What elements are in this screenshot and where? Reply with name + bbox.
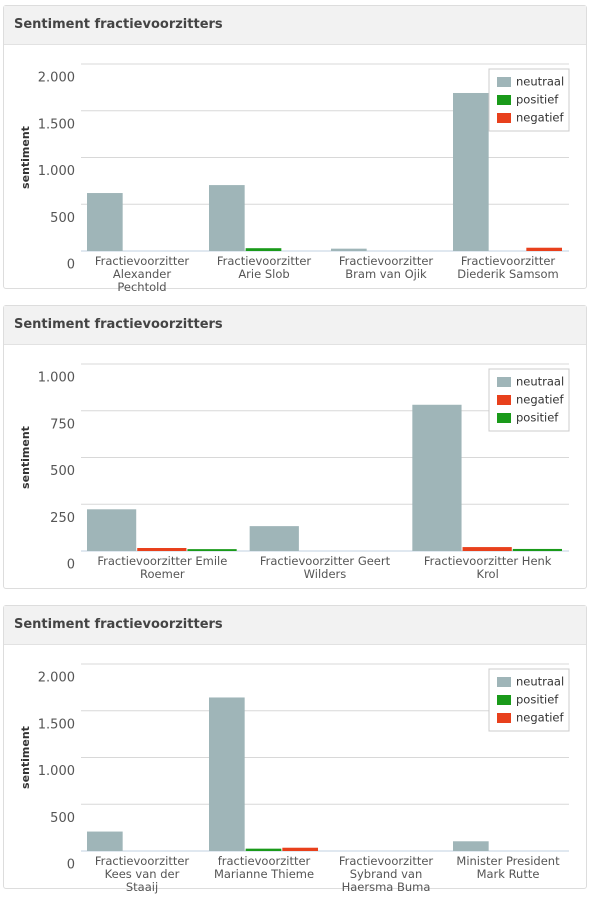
y-tick-label: 750 [50,417,75,432]
x-tick-label: Fractievoorzitter Alexander Pechtold [94,254,190,294]
legend-label: neutraal [516,675,564,689]
chart-title: Sentiment fractievoorzitters [4,306,586,345]
y-tick-label: 2.000 [38,671,75,686]
bar [209,185,245,251]
bar [512,548,562,551]
bar [526,247,562,251]
legend-swatch [497,713,511,723]
x-tick-label: Fractievoorzitter Diederik Samsom [457,254,559,281]
bar [187,549,237,551]
y-tick-label: 1.500 [38,717,75,732]
legend-swatch [497,95,511,105]
chart: 0 250 500 750 1.000 sentiment neutraal negatief… [19,363,570,573]
bar [331,248,367,251]
legend-swatch [497,77,511,87]
x-tick-label: Fractievoorzitter Sybrand van Haersma Bu… [338,854,434,894]
bar [87,831,123,851]
y-tick-label: 1.000 [38,764,75,779]
chart: 0 500 1.000 1.500 2.000 sentiment neutraal posi… [19,663,570,873]
bar [137,548,187,551]
y-axis-title: sentiment [19,426,32,489]
y-tick-label: 0 [67,858,75,873]
y-axis-title: sentiment [19,726,32,789]
x-tick-label: Fractievoorzitter Bram van Ojik [338,254,434,281]
y-tick-label: 500 [50,211,75,226]
x-tick-label: Fractievoorzitter Kees van der Staaij [94,854,190,894]
legend-swatch [497,413,511,423]
bar [249,526,299,551]
y-tick-label: 250 [50,511,75,526]
chart-panel: Sentiment fractievoorzitters 0 500 1.000 1.5… [3,5,587,294]
bar [87,509,137,551]
y-tick-label: 0 [67,558,75,573]
y-tick-label: 1.500 [38,117,75,132]
legend-label: negatief [516,393,564,407]
legend-label: neutraal [516,375,564,389]
bar [453,841,489,851]
legend-label: positief [516,411,559,425]
y-tick-label: 500 [50,464,75,479]
x-tick-label: Fractievoorzitter Geert Wilders [259,554,391,581]
legend-swatch [497,377,511,387]
bar [209,697,245,851]
chart-title: Sentiment fractievoorzitters [4,6,586,45]
x-tick-label: Minister President Mark Rutte [456,854,560,881]
legend-label: neutraal [516,75,564,89]
bar [453,92,489,251]
legend-swatch [497,395,511,405]
legend-swatch [497,695,511,705]
chart-title: Sentiment fractievoorzitters [4,606,586,645]
x-tick-label: Fractievoorzitter Henk Krol [423,554,552,581]
legend-label: negatief [516,111,564,125]
y-axis-title: sentiment [19,126,32,189]
x-tick-label: fractievoorzitter Marianne Thieme [213,854,315,881]
legend-label: positief [516,93,559,107]
legend-swatch [497,677,511,687]
bar [87,193,123,251]
y-tick-label: 2.000 [38,71,75,86]
x-tick-label: Fractievoorzitter Emile Roemer [97,554,228,581]
y-tick-label: 1.000 [38,371,75,386]
legend-swatch [497,113,511,123]
legend-label: positief [516,693,559,707]
bar [462,547,512,551]
y-tick-label: 0 [67,258,75,273]
bar [245,848,282,851]
x-tick-label: Fractievoorzitter Arie Slob [216,254,312,281]
y-tick-label: 1.000 [38,164,75,179]
bar [282,847,318,851]
chart: 0 500 1.000 1.500 2.000 sentiment neutraal posi… [19,63,570,273]
bar [412,404,462,551]
chart-panel: Sentiment fractievoorzitters 0 250 500 750 1.… [3,305,587,589]
y-tick-label: 500 [50,811,75,826]
legend-label: negatief [516,711,564,725]
bar [245,248,282,251]
chart-panel: Sentiment fractievoorzitters 0 500 1.000 1.5… [3,605,587,894]
